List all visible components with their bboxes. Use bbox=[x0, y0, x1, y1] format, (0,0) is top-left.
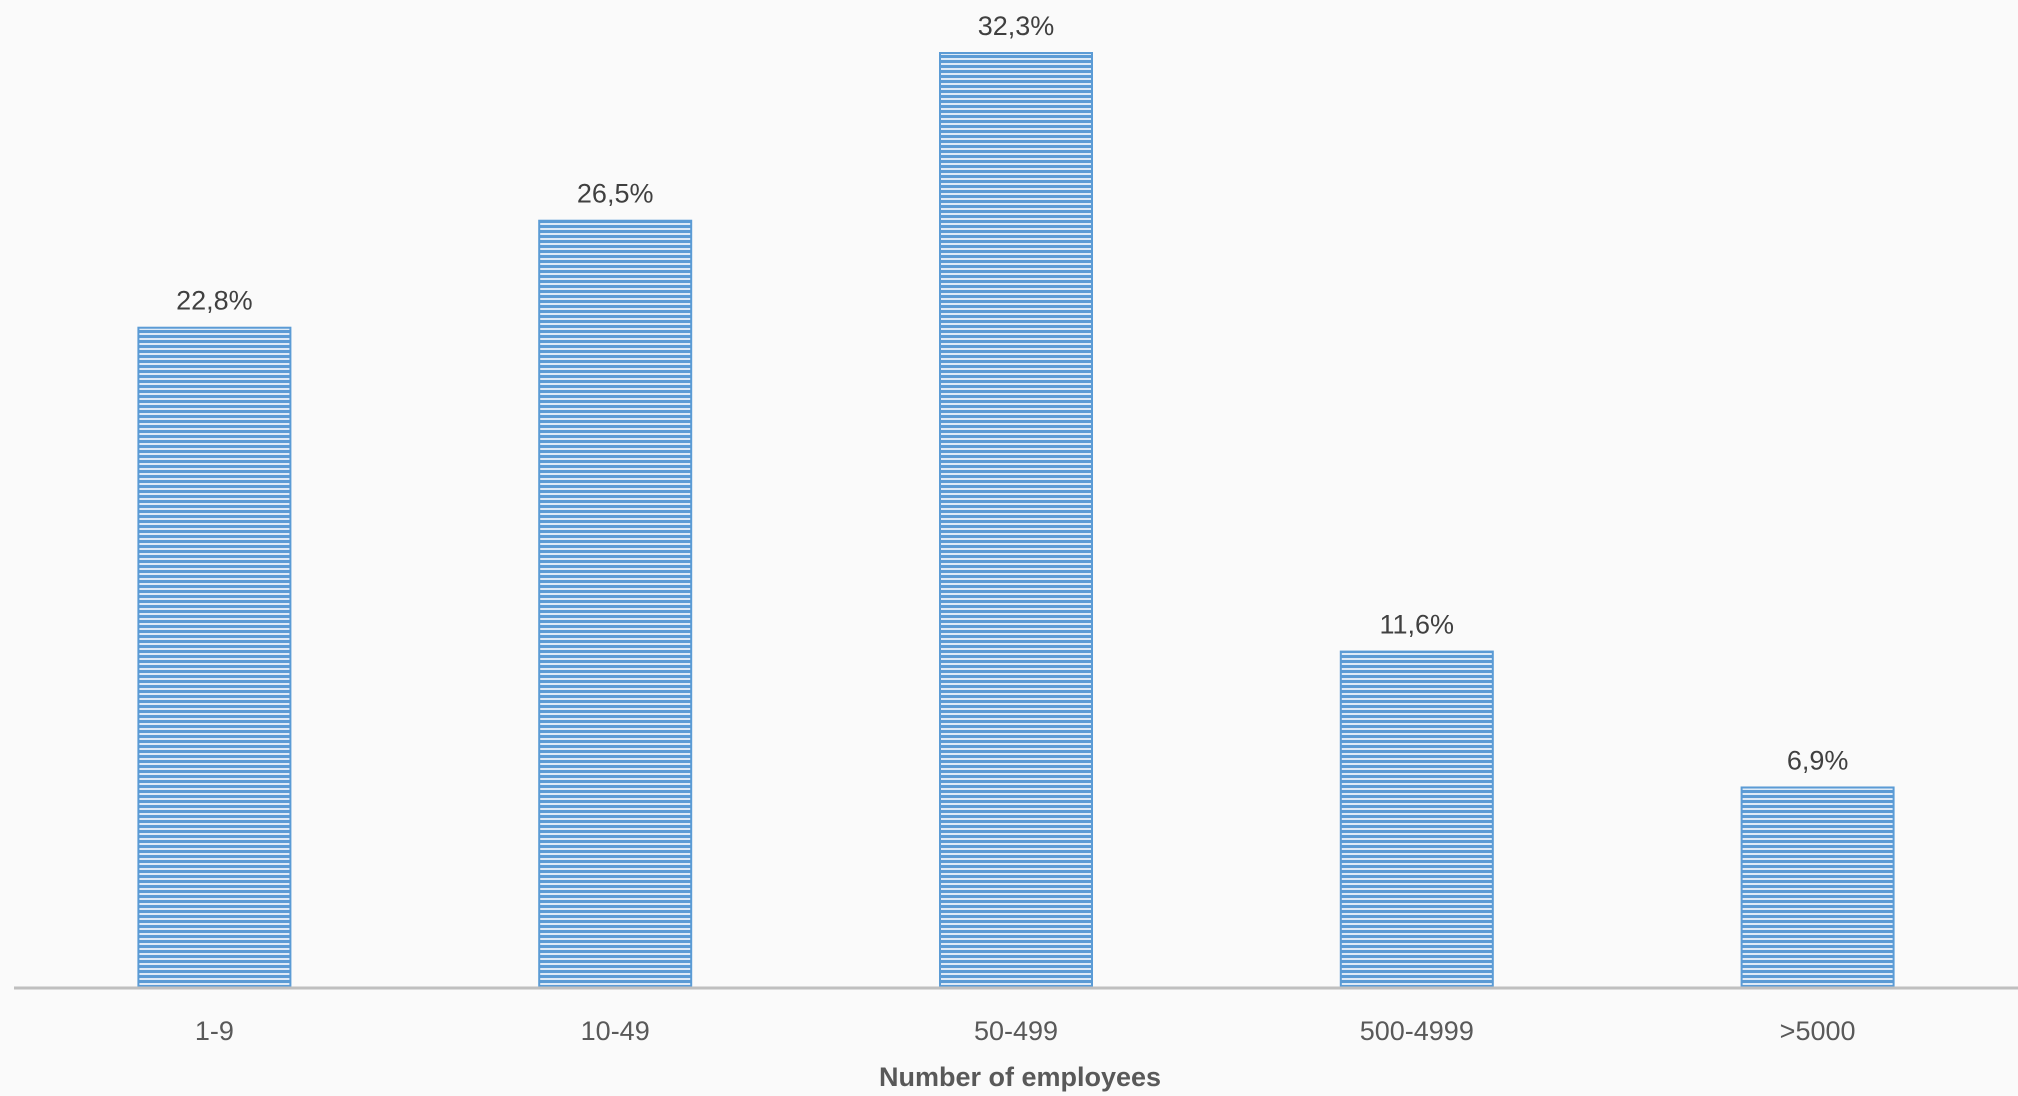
bar-3 bbox=[1339, 650, 1494, 988]
bar-1 bbox=[538, 219, 693, 989]
bar-4 bbox=[1740, 786, 1895, 989]
data-label-2: 32,3% bbox=[978, 11, 1055, 41]
x-tick-label-1: 10-49 bbox=[581, 1016, 650, 1046]
bar-0 bbox=[137, 326, 292, 988]
x-tick-label-0: 1-9 bbox=[195, 1016, 234, 1046]
bar-2 bbox=[939, 52, 1093, 988]
x-tick-label-2: 50-499 bbox=[974, 1016, 1058, 1046]
data-label-4: 6,9% bbox=[1787, 745, 1849, 775]
data-label-0: 22,8% bbox=[176, 286, 253, 316]
x-axis-title: Number of employees bbox=[879, 1062, 1161, 1092]
bars-group bbox=[137, 52, 1895, 989]
x-tick-label-3: 500-4999 bbox=[1360, 1016, 1474, 1046]
data-labels-group: 22,8% 26,5% 32,3% 11,6% 6,9% bbox=[176, 11, 1848, 775]
data-label-1: 26,5% bbox=[577, 179, 654, 209]
data-label-3: 11,6% bbox=[1380, 610, 1455, 640]
x-tick-labels: 1-9 10-49 50-499 500-4999 >5000 bbox=[195, 1016, 1856, 1046]
x-tick-label-4: >5000 bbox=[1780, 1016, 1856, 1046]
